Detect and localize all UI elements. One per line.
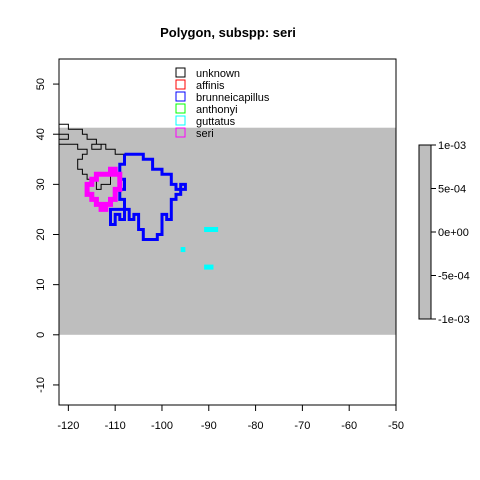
- y-tick-label: 20: [35, 228, 47, 240]
- polygon-unknown: [58, 123, 125, 190]
- x-tick-label: -100: [151, 420, 173, 432]
- legend-label-affinis: affinis: [196, 80, 225, 92]
- colorbar: [418, 144, 432, 320]
- cell-guttatus-1: [204, 226, 219, 232]
- legend-swatch-seri: [175, 127, 186, 138]
- cell-guttatus-2: [204, 264, 214, 270]
- colorbar-tick-label: 0e+00: [438, 227, 469, 239]
- legend-label-unknown: unknown: [196, 68, 240, 80]
- chart-title: Polygon, subspp: seri: [160, 25, 296, 40]
- cell-guttatus-0: [180, 247, 186, 253]
- legend-swatch-unknown: [175, 67, 186, 78]
- y-tick-label: 40: [35, 128, 47, 140]
- y-tick-label: 0: [35, 332, 47, 338]
- colorbar-tick-label: -1e-03: [438, 314, 470, 326]
- x-tick-label: -50: [388, 420, 404, 432]
- legend-label-anthonyi: anthonyi: [196, 104, 238, 116]
- colorbar-tick-label: 1e-03: [438, 140, 466, 152]
- colorbar-tick-label: 5e-04: [438, 184, 466, 196]
- legend-label-guttatus: guttatus: [196, 116, 236, 128]
- polygon-brunneicapillus: [109, 152, 187, 241]
- x-tick-label: -60: [341, 420, 357, 432]
- x-tick-label: -90: [201, 420, 217, 432]
- legend-swatch-affinis: [175, 79, 186, 90]
- x-tick-label: -120: [57, 420, 79, 432]
- legend-label-seri: seri: [196, 128, 214, 140]
- y-tick-label: -10: [35, 377, 47, 393]
- legend-swatch-anthonyi: [175, 103, 186, 114]
- x-tick-label: -80: [248, 420, 264, 432]
- y-tick-label: 30: [35, 178, 47, 190]
- legend-swatch-guttatus: [175, 115, 186, 126]
- raster-fill: [59, 127, 396, 335]
- legend-swatch-brunneicapillus: [175, 91, 186, 102]
- x-tick-label: -110: [105, 420, 126, 432]
- x-tick-label: -70: [294, 420, 310, 432]
- polygon-seri: [84, 166, 123, 212]
- legend-label-brunneicapillus: brunneicapillus: [196, 92, 270, 104]
- colorbar-tick-label: -5e-04: [438, 271, 470, 283]
- y-tick-label: 10: [35, 279, 47, 291]
- y-tick-label: 50: [35, 78, 47, 90]
